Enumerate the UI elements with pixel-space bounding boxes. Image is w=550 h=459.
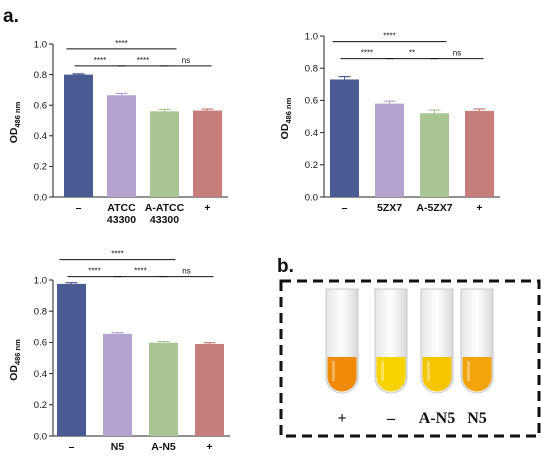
y-tick-label: 1.0 <box>305 31 318 42</box>
tube-highlight-3 <box>467 361 470 381</box>
y-tick-label: 0.0 <box>34 431 47 442</box>
y-tick-label: 0.8 <box>34 307 47 318</box>
bar-1 <box>375 103 404 197</box>
significance-label-1: **** <box>361 49 373 58</box>
tube-label-3: N5 <box>467 410 487 427</box>
y-tick-label: 0.0 <box>34 192 47 203</box>
y-axis-label-main: OD <box>8 127 20 143</box>
y-tick-label: 0.4 <box>305 128 318 139</box>
bar-2 <box>420 113 449 197</box>
category-label-1: N5 <box>111 441 125 453</box>
significance-label-0: **** <box>383 32 395 41</box>
bar-0 <box>64 74 93 197</box>
y-tick-label: 0.6 <box>34 338 47 349</box>
category-label-0: – <box>69 441 75 453</box>
significance-label-2: **** <box>137 56 149 65</box>
bar-1 <box>107 95 136 197</box>
bar-3 <box>465 110 494 197</box>
y-axis-label: OD486 nm <box>8 339 22 381</box>
bar-0 <box>57 283 86 436</box>
significance-label-0: **** <box>115 39 127 48</box>
tube-liquid-2 <box>422 357 452 392</box>
bar-3 <box>193 110 222 197</box>
category-label-2: A-N5 <box>151 441 176 453</box>
y-axis-label-main: OD <box>8 365 20 381</box>
y-tick-label: 1.0 <box>34 39 47 50</box>
category-label-2: 43300 <box>150 214 179 226</box>
photo-dashed-border <box>279 279 541 438</box>
y-tick-label: 0.4 <box>34 131 47 142</box>
tube-highlight-0 <box>332 361 335 381</box>
tube-label-2: A-N5 <box>419 410 455 427</box>
tube-group: + – A-N5 N5 <box>325 288 494 427</box>
tube-liquid-3 <box>462 357 492 392</box>
significance-label-3: ns <box>182 267 190 276</box>
y-axis-label: OD486 nm <box>279 97 293 139</box>
y-tick-label: 0.2 <box>34 400 47 411</box>
tube-liquid-1 <box>376 357 406 392</box>
y-tick-label: 0.8 <box>305 64 318 75</box>
bar-1 <box>103 333 132 436</box>
significance-label-3: ns <box>182 56 190 65</box>
y-tick-label: 1.0 <box>34 275 47 286</box>
y-tick-label: 0.6 <box>305 96 318 107</box>
y-tick-label: 0.8 <box>34 70 47 81</box>
tube-photo-panel: + – A-N5 N5 <box>279 279 541 438</box>
tube-label-1: – <box>386 410 396 427</box>
y-axis-label-subscript: 486 nm <box>13 339 22 365</box>
y-axis-label-subscript: 486 nm <box>284 97 293 123</box>
significance-label-1: **** <box>88 267 100 276</box>
bar-3 <box>195 343 224 436</box>
tube-liquid-0 <box>327 357 357 392</box>
y-tick-label: 0.0 <box>305 192 318 203</box>
y-axis-label: OD486 nm <box>8 101 22 143</box>
bar-0 <box>330 79 359 197</box>
significance-label-2: ** <box>409 49 415 58</box>
significance-label-1: **** <box>94 56 106 65</box>
y-tick-label: 0.6 <box>34 101 47 112</box>
category-label-0: – <box>76 202 82 214</box>
y-axis-label-main: OD <box>279 123 291 139</box>
category-label-3: + <box>476 202 482 214</box>
y-axis-label-subscript: 486 nm <box>13 101 22 127</box>
tube-highlight-2 <box>427 361 430 381</box>
y-tick-label: 0.2 <box>34 162 47 173</box>
category-label-3: + <box>204 202 210 214</box>
significance-label-0: **** <box>111 250 123 259</box>
category-label-1: ATCC <box>107 202 136 214</box>
category-label-0: – <box>342 202 348 214</box>
category-label-2: A-5ZX7 <box>416 202 452 214</box>
bar-chart-5zx7: 0.0 0.2 0.4 0.6 0.8 1.0 OD486 nm – 5ZX7 A-5ZX7 + **… <box>279 31 500 214</box>
tube-highlight-1 <box>381 361 384 381</box>
tube-label-0: + <box>337 410 346 427</box>
category-label-1: 43300 <box>107 214 136 226</box>
significance-label-3: ns <box>453 49 461 58</box>
panel-label-b: b. <box>277 256 294 277</box>
significance-label-2: **** <box>134 267 146 276</box>
category-label-3: + <box>206 441 212 453</box>
bar-2 <box>149 342 178 436</box>
bar-chart-n5: 0.0 0.2 0.4 0.6 0.8 1.0 OD486 nm – N5 A-N5 + **** **… <box>8 250 230 453</box>
y-tick-label: 0.2 <box>305 160 318 171</box>
y-tick-label: 0.4 <box>34 369 47 380</box>
bar-2 <box>150 111 179 197</box>
category-label-2: A-ATCC <box>145 202 185 214</box>
category-label-1: 5ZX7 <box>377 202 402 214</box>
panel-label-a: a. <box>3 6 19 27</box>
